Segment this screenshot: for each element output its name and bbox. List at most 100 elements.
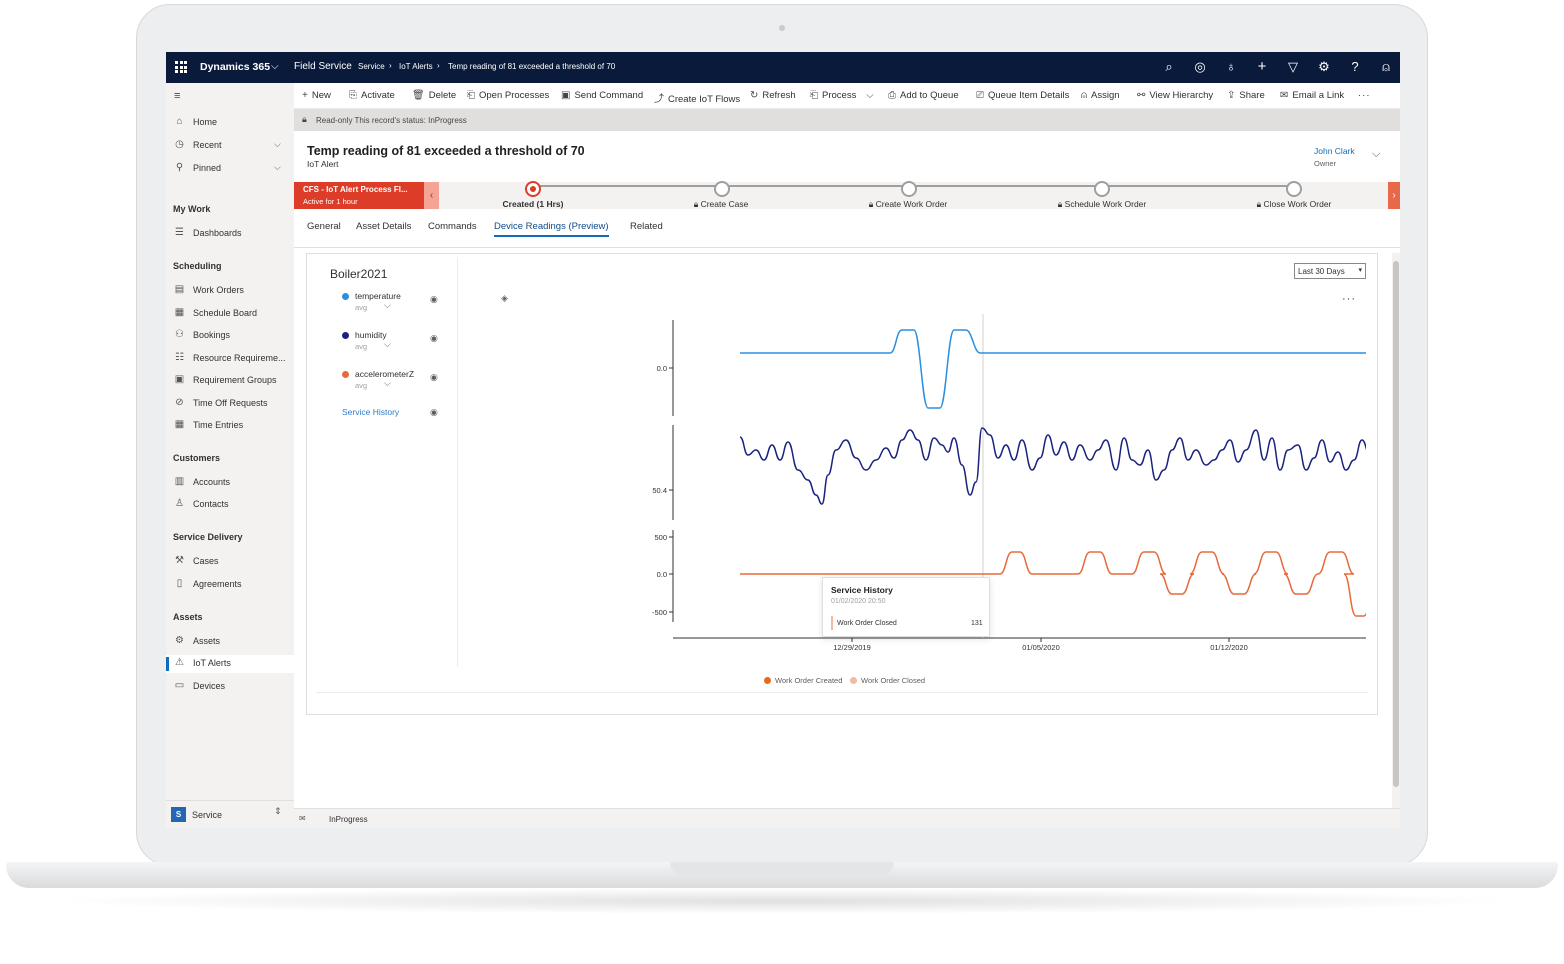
header-expand-chevron-icon[interactable]: ⌵ <box>1372 148 1381 160</box>
laptop-camera <box>779 25 785 31</box>
stage-label-create-work-order[interactable]: 🔒︎ Create Work Order <box>869 199 948 210</box>
send-command-button[interactable]: ▣ Send Command <box>561 90 643 101</box>
email-icon: ✉ <box>1280 90 1289 101</box>
process-button[interactable]: ⎗ Process ⌵ <box>810 90 874 101</box>
share-button[interactable]: ⇪ Share <box>1227 90 1265 101</box>
help-icon[interactable]: ? <box>1351 59 1359 74</box>
chevron-down-icon[interactable]: ⌵ <box>384 339 391 349</box>
series-panel-divider[interactable] <box>457 257 458 667</box>
sidebar-item-cases[interactable]: ⚒ Cases <box>166 553 294 571</box>
sidebar-item-recent[interactable]: ◷ Recent ⌵ <box>166 137 294 155</box>
sidebar-item-time-entries[interactable]: ▦ Time Entries <box>166 417 294 435</box>
tab-commands[interactable]: Commands <box>428 221 477 232</box>
sidebar-item-agreements[interactable]: ▯ Agreements <box>166 576 294 594</box>
stage-dot-close-work-order[interactable] <box>1286 181 1302 197</box>
sidebar-item-label: Bookings <box>193 330 231 340</box>
sidebar-item-home[interactable]: ⌂ Home <box>166 114 294 132</box>
stage-label-created[interactable]: Created (1 Hrs) <box>502 199 564 209</box>
vertical-scrollbar[interactable] <box>1392 253 1400 809</box>
plus-icon[interactable]: + <box>1257 58 1267 75</box>
scrollbar-thumb[interactable] <box>1393 261 1399 787</box>
series-line-accelerometerz <box>740 551 1366 617</box>
search-icon[interactable]: ⌕ <box>1165 59 1173 74</box>
owner-link[interactable]: John Clark <box>1314 146 1355 156</box>
app-switcher-chevron-icon[interactable]: ⌵ <box>271 61 279 72</box>
layers-icon[interactable]: ◈ <box>501 293 508 303</box>
tab-device-readings[interactable]: Device Readings (Preview) <box>494 221 609 237</box>
eye-icon[interactable]: ◉ <box>430 407 438 417</box>
command-label: Process <box>822 90 857 101</box>
device-icon: ▭ <box>174 680 185 691</box>
add-to-queue-button[interactable]: ⎙ Add to Queue <box>888 90 959 101</box>
sidebar-item-devices[interactable]: ▭ Devices <box>166 678 294 696</box>
lightbulb-icon[interactable]: ♁ <box>1226 59 1236 74</box>
create-iot-flows-button[interactable]: ⤴ Create IoT Flows <box>654 90 740 105</box>
more-options-icon[interactable]: ··· <box>1342 293 1356 305</box>
view-hierarchy-button[interactable]: ⚯ View Hierarchy <box>1137 90 1213 101</box>
sidebar-item-assets[interactable]: ⚙ Assets <box>166 633 294 651</box>
sidebar-item-accounts[interactable]: ▥ Accounts <box>166 474 294 492</box>
assign-button[interactable]: ⍝ Assign <box>1081 90 1120 101</box>
legend-item-work-order-closed[interactable]: Work Order Closed <box>850 676 925 685</box>
command-label: Send Command <box>574 90 644 101</box>
date-range-select[interactable]: Last 30 Days ▾ <box>1294 263 1366 279</box>
delete-button[interactable]: 🗑 Delete <box>412 90 456 101</box>
gear-icon[interactable]: ⚙ <box>1318 59 1330 74</box>
sidebar-item-dashboards[interactable]: ☰ Dashboards <box>166 225 294 243</box>
sidebar-item-contacts[interactable]: ♙ Contacts <box>166 496 294 514</box>
sidebar-item-schedule-board[interactable]: ▦ Schedule Board <box>166 305 294 323</box>
email-icon[interactable]: ✉ <box>299 814 306 823</box>
tab-related[interactable]: Related <box>630 221 663 232</box>
sidebar-item-bookings[interactable]: ⚇ Bookings <box>166 327 294 345</box>
activate-button[interactable]: ⎘ Activate <box>349 90 395 101</box>
filter-icon[interactable]: ▽ <box>1288 59 1298 74</box>
more-commands-icon[interactable]: ··· <box>1358 90 1371 101</box>
tab-general[interactable]: General <box>307 221 341 232</box>
user-icon[interactable]: ⍝ <box>1382 59 1390 74</box>
hamburger-icon[interactable]: ≡ <box>174 90 181 102</box>
refresh-button[interactable]: ↻ Refresh <box>750 90 796 101</box>
sidebar-item-work-orders[interactable]: ▤ Work Orders <box>166 282 294 300</box>
eye-icon[interactable]: ◉ <box>430 333 438 343</box>
breadcrumb-service[interactable]: Service <box>358 62 385 71</box>
sidebar-item-resource-requirements[interactable]: ☷ Resource Requireme... <box>166 350 294 368</box>
eye-icon[interactable]: ◉ <box>430 294 438 304</box>
queue-item-details-button[interactable]: ⎚ Queue Item Details <box>976 90 1069 101</box>
calendar-icon: ▦ <box>174 419 185 430</box>
service-history-link[interactable]: Service History <box>342 407 400 417</box>
stage-dot-create-case[interactable] <box>714 181 730 197</box>
bpf-active-process[interactable]: CFS - IoT Alert Process Fl... Active for… <box>294 182 424 209</box>
new-button[interactable]: + New <box>302 90 331 101</box>
app-name[interactable]: Dynamics 365 <box>200 61 271 73</box>
record-status: InProgress <box>329 815 368 824</box>
sidebar-item-time-off-requests[interactable]: ⊘ Time Off Requests <box>166 395 294 413</box>
sidebar-item-pinned[interactable]: ⚲ Pinned ⌵ <box>166 160 294 178</box>
stage-label-create-case[interactable]: 🔒︎ Create Case <box>694 199 749 210</box>
area-switcher[interactable]: S Service ⇕ <box>166 800 294 828</box>
area-name[interactable]: Field Service <box>294 61 352 72</box>
stage-label-schedule-work-order[interactable]: 🔒︎ Schedule Work Order <box>1058 199 1146 210</box>
sidebar-item-iot-alerts[interactable]: ⚠ IoT Alerts <box>166 655 294 673</box>
chevron-down-icon[interactable]: ⌵ <box>274 139 281 149</box>
target-icon[interactable]: ◎ <box>1194 59 1206 74</box>
tab-asset-details[interactable]: Asset Details <box>356 221 412 232</box>
sidebar-item-requirement-groups[interactable]: ▣ Requirement Groups <box>166 372 294 390</box>
email-a-link-button[interactable]: ✉ Email a Link <box>1280 90 1344 101</box>
legend-item-work-order-created[interactable]: Work Order Created <box>764 676 842 685</box>
chevron-down-icon[interactable]: ⌵ <box>274 162 281 172</box>
plus-icon: + <box>302 90 308 101</box>
x-tick-label: 12/29/2019 <box>833 643 871 652</box>
bpf-next-chevron-icon[interactable]: › <box>1388 182 1400 209</box>
breadcrumb-iot-alerts[interactable]: IoT Alerts <box>399 62 433 71</box>
stage-dot-schedule-work-order[interactable] <box>1094 181 1110 197</box>
chevron-down-icon[interactable]: ⌵ <box>384 378 391 388</box>
stage-dot-create-work-order[interactable] <box>901 181 917 197</box>
open-processes-button[interactable]: ⎗ Open Processes <box>467 90 549 101</box>
stage-label-close-work-order[interactable]: 🔒︎ Close Work Order <box>1257 199 1332 210</box>
bpf-prev-chevron-icon[interactable]: ‹ <box>424 182 439 209</box>
app-launcher-icon[interactable] <box>175 61 187 73</box>
stage-dot-created[interactable] <box>525 181 541 197</box>
chevron-down-icon[interactable]: ⌵ <box>384 300 391 310</box>
eye-icon[interactable]: ◉ <box>430 372 438 382</box>
process-icon: ⎗ <box>810 90 818 101</box>
